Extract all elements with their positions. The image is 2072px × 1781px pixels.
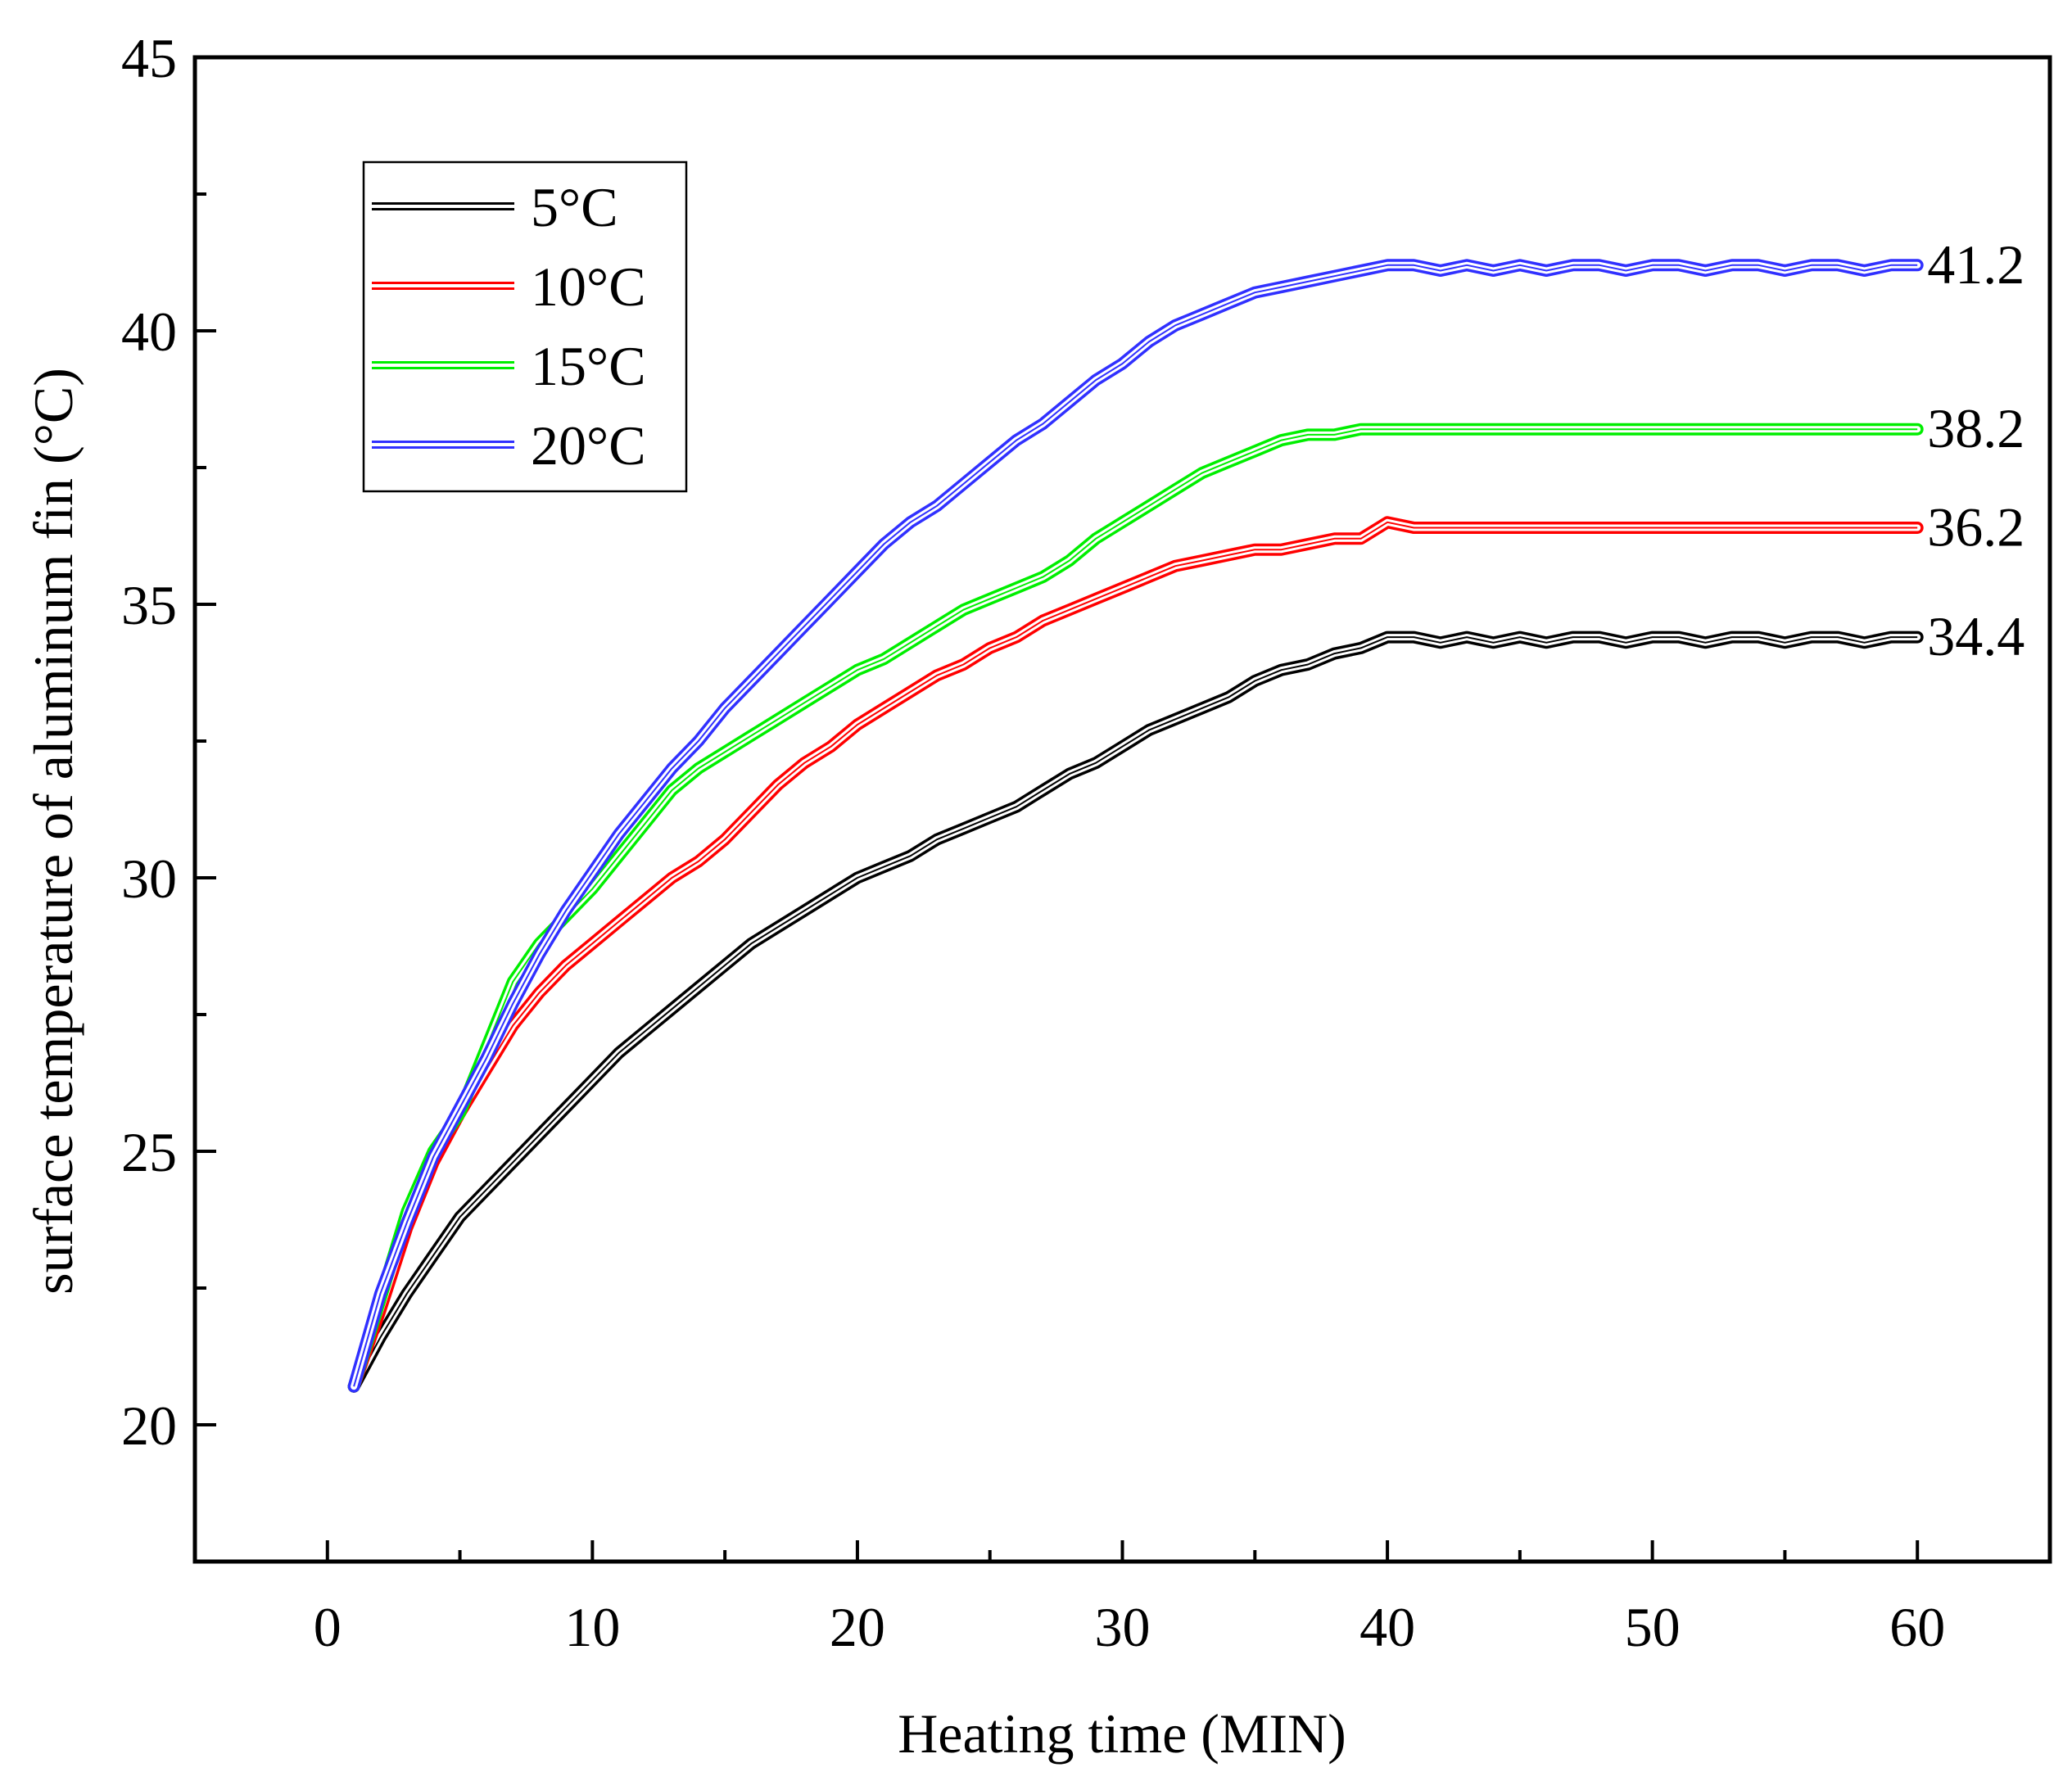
legend-box [362,160,688,493]
y-axis-title: surface temperature of aluminum fin (°C) [22,368,84,1295]
series-line [347,516,1924,1393]
series-0 [347,631,1924,1393]
x-tick-label: 50 [1625,1596,1681,1658]
series-end-label: 38.2 [1927,397,2024,459]
series-1 [347,516,1924,1393]
legend-item: 20°C [372,414,646,477]
x-tick-label: 30 [1095,1596,1151,1658]
series-line-core [353,521,1918,1387]
legend-label: 20°C [531,414,646,477]
series-3 [347,259,1924,1393]
series-line [347,423,1924,1393]
legend-label: 15°C [531,335,646,397]
series-line-inner [351,634,1921,1390]
x-tick-label: 10 [564,1596,620,1658]
y-tick-label: 45 [121,27,177,89]
series-line-core [353,264,1918,1387]
y-tick-label: 25 [121,1121,177,1183]
y-tick-label: 40 [121,301,177,363]
series-line [347,631,1924,1393]
legend: 5°C 10°C 15°C 20°C [362,160,688,493]
y-tick-label: 30 [121,848,177,910]
ticks-layer: 0 10 20 30 40 50 60 20 25 30 35 40 45 [121,27,1945,1658]
legend-item: 10°C [372,255,646,318]
x-tick-label: 20 [830,1596,885,1658]
legend-label: 5°C [531,176,618,238]
series-end-label: 34.4 [1927,605,2024,667]
series-layer [347,259,1924,1393]
series-end-label: 41.2 [1927,233,2024,296]
legend-item: 5°C [372,176,618,238]
legend-label: 10°C [531,255,646,318]
series-line-inner [351,426,1921,1390]
y-tick-label: 35 [121,574,177,636]
x-axis-title: Heating time (MIN) [898,1702,1346,1765]
series-2 [347,423,1924,1393]
x-tick-label: 40 [1359,1596,1415,1658]
series-line-core [353,636,1918,1387]
y-tick-label: 20 [121,1395,177,1457]
series-line-core [353,428,1918,1387]
legend-items: 5°C 10°C 15°C 20°C [372,176,646,477]
end-labels-layer: 34.4 36.2 38.2 41.2 [1927,233,2024,667]
series-end-label: 36.2 [1927,495,2024,558]
x-tick-label: 60 [1889,1596,1945,1658]
legend-item: 15°C [372,335,646,397]
x-tick-label: 0 [314,1596,342,1658]
